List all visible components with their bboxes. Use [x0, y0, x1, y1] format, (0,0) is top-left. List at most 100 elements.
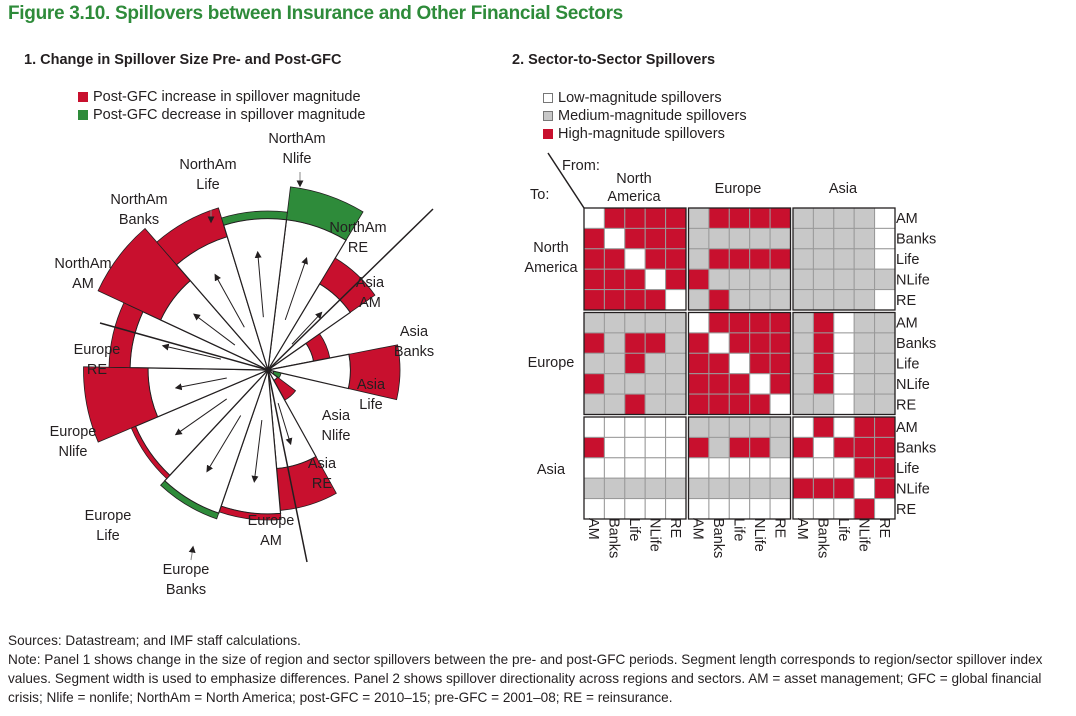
legend-swatch-decrease	[78, 110, 88, 120]
cell-r6-c4	[665, 332, 687, 354]
cell-r7-c4	[665, 352, 687, 375]
cell-r8-c4	[665, 373, 687, 395]
label-northam-am: NorthAm AM	[54, 256, 111, 292]
cell-r11-c4	[665, 436, 687, 459]
panel1-legend: Post-GFC increase in spillover magnitude…	[78, 88, 365, 124]
cell-r2-c10	[792, 248, 814, 270]
col-sector-label-0: AM	[585, 518, 601, 540]
cell-r3-c0	[583, 268, 605, 291]
cell-r9-c12	[833, 393, 855, 416]
cell-r2-c11	[812, 248, 835, 270]
cell-r12-c7	[728, 457, 751, 479]
cell-r4-c13	[853, 289, 876, 311]
cell-r5-c13	[853, 312, 876, 334]
label-northam-life: NorthAm Life	[179, 157, 236, 193]
cell-r5-c10	[792, 312, 814, 334]
cell-r8-c5	[688, 373, 710, 395]
cell-r13-c9	[769, 477, 791, 500]
cell-r5-c2	[624, 312, 646, 334]
cell-r10-c7	[728, 416, 751, 438]
cell-r14-c2	[624, 498, 646, 520]
cell-r4-c6	[708, 289, 730, 311]
from-label: From:	[562, 158, 600, 174]
cell-r2-c3	[644, 248, 667, 270]
label-europe-re: Europe RE	[74, 342, 121, 378]
cell-r4-c10	[792, 289, 814, 311]
cell-r0-c4	[665, 207, 687, 229]
cell-r11-c6	[708, 436, 730, 459]
cell-r12-c3	[644, 457, 667, 479]
cell-r14-c10	[792, 498, 814, 520]
row-sector-label-9: RE	[896, 397, 916, 413]
arrow-europe-am	[251, 419, 263, 483]
cell-r1-c14	[874, 227, 896, 250]
cell-r2-c4	[665, 248, 687, 270]
cell-r0-c13	[853, 207, 876, 229]
cell-r14-c12	[833, 498, 855, 520]
cell-r12-c8	[749, 457, 771, 479]
cell-r7-c11	[812, 352, 835, 375]
cell-r0-c5	[688, 207, 710, 229]
cell-r10-c4	[665, 416, 687, 438]
label-northam-re: NorthAm RE	[329, 220, 386, 256]
cell-r8-c6	[708, 373, 730, 395]
cell-r3-c14	[874, 268, 896, 291]
cell-r8-c11	[812, 373, 835, 395]
cell-r6-c14	[874, 332, 896, 354]
col-region-north-america: North America	[607, 171, 661, 205]
cell-r9-c6	[708, 393, 730, 416]
legend-item-decrease: Post-GFC decrease in spillover magnitude	[78, 106, 365, 124]
cell-r6-c13	[853, 332, 876, 354]
cell-r12-c0	[583, 457, 605, 479]
cell-r0-c14	[874, 207, 896, 229]
block-r1-c2	[792, 311, 896, 416]
cell-r1-c12	[833, 227, 855, 250]
cell-r8-c7	[728, 373, 751, 395]
cell-r2-c1	[603, 248, 626, 270]
cell-r7-c5	[688, 352, 710, 375]
cell-r6-c6	[708, 332, 730, 354]
block-r0-c1	[687, 207, 792, 311]
segment-northam-nlife	[267, 186, 364, 371]
cell-r14-c11	[812, 498, 835, 520]
cell-r1-c6	[708, 227, 730, 250]
label-europe-am: Europe AM	[248, 513, 295, 549]
cell-r9-c11	[812, 393, 835, 416]
cell-r12-c12	[833, 457, 855, 479]
cell-r11-c0	[583, 436, 605, 459]
cell-r0-c7	[728, 207, 751, 229]
segment-change-northam-nlife	[286, 186, 364, 241]
cell-r1-c1	[603, 227, 626, 250]
arrow-northam-am	[193, 313, 236, 346]
cell-r1-c0	[583, 227, 605, 250]
cell-r0-c10	[792, 207, 814, 229]
cell-r7-c9	[769, 352, 791, 375]
figure-title: Figure 3.10. Spillovers between Insuranc…	[8, 3, 623, 24]
cell-r0-c0	[583, 207, 605, 229]
cell-r11-c1	[603, 436, 626, 459]
cell-r5-c9	[769, 312, 791, 334]
label-asia-am: Asia AM	[356, 275, 385, 311]
cell-r8-c13	[853, 373, 876, 395]
cell-r5-c7	[728, 312, 751, 334]
legend-item-low: Low-magnitude spillovers	[543, 89, 747, 107]
cell-r7-c14	[874, 352, 896, 375]
row-sector-label-13: NLife	[896, 481, 930, 497]
segment-europe-banks	[160, 369, 269, 520]
cell-r3-c3	[644, 268, 667, 291]
block-r1-c1	[687, 311, 792, 416]
cell-r10-c2	[624, 416, 646, 438]
col-sector-label-12: Life	[835, 518, 851, 541]
segment-europe-nlife	[83, 366, 269, 443]
cell-r12-c11	[812, 457, 835, 479]
cell-r14-c7	[728, 498, 751, 520]
arrow-asia-re	[277, 402, 293, 446]
cell-r13-c4	[665, 477, 687, 500]
cell-r1-c7	[728, 227, 751, 250]
cell-r1-c10	[792, 227, 814, 250]
cell-r5-c5	[688, 312, 710, 334]
row-sector-label-10: AM	[896, 420, 918, 436]
cell-r14-c9	[769, 498, 791, 520]
cell-r9-c7	[728, 393, 751, 416]
